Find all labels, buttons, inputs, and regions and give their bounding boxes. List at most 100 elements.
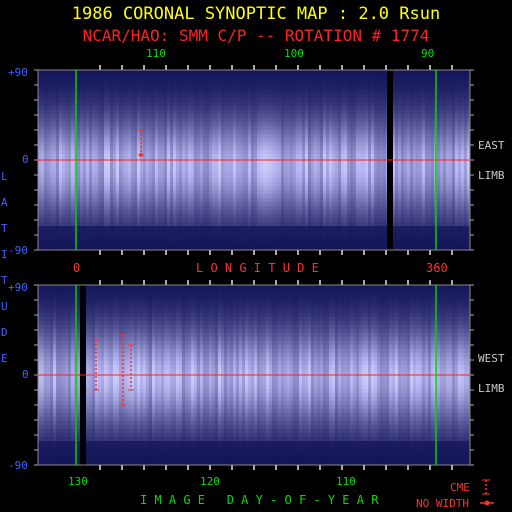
heatmap-cell — [293, 222, 296, 226]
heatmap-cell — [341, 242, 344, 246]
heatmap-cell — [89, 134, 92, 138]
heatmap-cell — [299, 102, 302, 106]
heatmap-cell — [230, 150, 233, 154]
heatmap-cell — [95, 122, 98, 126]
heatmap-cell — [80, 126, 83, 130]
heatmap-cell — [242, 226, 245, 230]
heatmap-cell — [143, 190, 146, 194]
heatmap-cell — [287, 142, 290, 146]
heatmap-cell — [62, 102, 65, 106]
heatmap-cell — [233, 230, 236, 234]
heatmap-cell — [233, 146, 236, 150]
heatmap-cell — [266, 166, 269, 170]
heatmap-cell — [203, 210, 206, 214]
heatmap-cell — [86, 146, 89, 150]
heatmap-cell — [83, 178, 86, 182]
heatmap-cell — [314, 70, 317, 74]
heatmap-cell — [284, 190, 287, 194]
heatmap-cell — [194, 94, 197, 98]
heatmap-cell — [350, 190, 353, 194]
heatmap-cell — [329, 110, 332, 114]
heatmap-cell — [347, 134, 350, 138]
heatmap-cell — [305, 82, 308, 86]
heatmap-cell — [257, 194, 260, 198]
heatmap-cell — [86, 214, 89, 218]
heatmap-cell — [272, 214, 275, 218]
heatmap-cell — [164, 98, 167, 102]
heatmap-cell — [170, 86, 173, 90]
heatmap-cell — [182, 118, 185, 122]
heatmap-cell — [236, 226, 239, 230]
heatmap-cell — [296, 118, 299, 122]
heatmap-cell — [299, 98, 302, 102]
heatmap-cell — [44, 122, 47, 126]
heatmap-cell — [155, 122, 158, 126]
heatmap-cell — [176, 242, 179, 246]
heatmap-cell — [212, 106, 215, 110]
heatmap-cell — [98, 90, 101, 94]
heatmap-cell — [179, 130, 182, 134]
heatmap-cell — [104, 98, 107, 102]
heatmap-cell — [236, 178, 239, 182]
heatmap-cell — [242, 146, 245, 150]
heatmap-cell — [293, 214, 296, 218]
heatmap-cell — [119, 90, 122, 94]
heatmap-cell — [140, 218, 143, 222]
heatmap-cell — [56, 102, 59, 106]
heatmap-cell — [176, 202, 179, 206]
heatmap-cell — [185, 234, 188, 238]
heatmap-cell — [299, 206, 302, 210]
heatmap-cell — [263, 190, 266, 194]
heatmap-cell — [242, 174, 245, 178]
heatmap-cell — [170, 174, 173, 178]
heatmap-cell — [260, 134, 263, 138]
heatmap-cell — [131, 238, 134, 242]
heatmap-cell — [80, 162, 83, 166]
heatmap-cell — [365, 122, 368, 126]
heatmap-cell — [338, 222, 341, 226]
heatmap-cell — [122, 90, 125, 94]
heatmap-cell — [179, 98, 182, 102]
heatmap-cell — [200, 74, 203, 78]
heatmap-cell — [284, 230, 287, 234]
heatmap-cell — [77, 94, 80, 98]
heatmap-cell — [110, 90, 113, 94]
heatmap-cell — [191, 194, 194, 198]
heatmap-cell — [164, 234, 167, 238]
heatmap-cell — [53, 210, 56, 214]
heatmap-cell — [113, 146, 116, 150]
heatmap-cell — [56, 110, 59, 114]
heatmap-cell — [359, 154, 362, 158]
heatmap-cell — [41, 182, 44, 186]
heatmap-cell — [347, 122, 350, 126]
heatmap-cell — [131, 226, 134, 230]
heatmap-cell — [110, 210, 113, 214]
heatmap-cell — [188, 222, 191, 226]
heatmap-cell — [290, 214, 293, 218]
heatmap-cell — [77, 98, 80, 102]
heatmap-cell — [254, 162, 257, 166]
heatmap-cell — [188, 122, 191, 126]
heatmap-cell — [353, 214, 356, 218]
heatmap-cell — [350, 102, 353, 106]
heatmap-cell — [173, 230, 176, 234]
heatmap-cell — [293, 186, 296, 190]
heatmap-cell — [62, 234, 65, 238]
heatmap-cell — [179, 118, 182, 122]
heatmap-cell — [254, 106, 257, 110]
heatmap-cell — [146, 202, 149, 206]
heatmap-cell — [71, 118, 74, 122]
heatmap-cell — [284, 142, 287, 146]
heatmap-cell — [275, 154, 278, 158]
heatmap-cell — [122, 194, 125, 198]
heatmap-cell — [41, 114, 44, 118]
heatmap-cell — [254, 186, 257, 190]
heatmap-cell — [197, 98, 200, 102]
heatmap-cell — [272, 242, 275, 246]
heatmap-cell — [104, 210, 107, 214]
heatmap-cell — [101, 198, 104, 202]
heatmap-cell — [98, 162, 101, 166]
heatmap-cell — [350, 198, 353, 202]
heatmap-cell — [53, 190, 56, 194]
heatmap-cell — [191, 202, 194, 206]
